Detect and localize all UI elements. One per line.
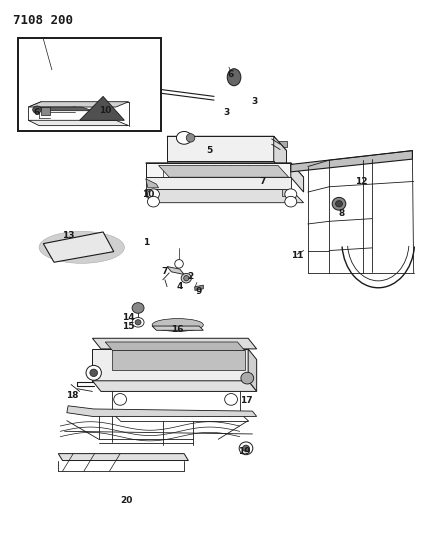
- Bar: [167, 342, 175, 370]
- Polygon shape: [67, 406, 257, 416]
- Ellipse shape: [175, 260, 183, 268]
- Ellipse shape: [152, 319, 203, 332]
- Polygon shape: [146, 189, 303, 203]
- Ellipse shape: [114, 393, 127, 405]
- Ellipse shape: [285, 189, 297, 199]
- Text: 20: 20: [120, 496, 133, 505]
- Ellipse shape: [332, 197, 346, 210]
- Ellipse shape: [227, 69, 241, 86]
- Text: 10: 10: [99, 106, 111, 115]
- Text: 7108 200: 7108 200: [14, 14, 74, 27]
- Polygon shape: [195, 285, 203, 290]
- Polygon shape: [146, 163, 303, 177]
- Text: 5: 5: [207, 146, 213, 155]
- Ellipse shape: [132, 303, 144, 313]
- Ellipse shape: [132, 318, 144, 327]
- Polygon shape: [158, 165, 288, 177]
- Polygon shape: [248, 349, 257, 391]
- Text: 3: 3: [251, 97, 258, 106]
- Polygon shape: [41, 107, 50, 115]
- Polygon shape: [58, 454, 188, 461]
- Polygon shape: [105, 342, 245, 351]
- Text: 10: 10: [142, 190, 154, 199]
- Text: 3: 3: [224, 108, 230, 117]
- Ellipse shape: [241, 372, 254, 384]
- Text: 6: 6: [228, 70, 234, 78]
- Polygon shape: [92, 338, 257, 349]
- Ellipse shape: [184, 276, 189, 281]
- Text: 18: 18: [66, 391, 79, 400]
- Text: 1: 1: [143, 238, 149, 247]
- Ellipse shape: [86, 366, 101, 380]
- Polygon shape: [167, 136, 274, 161]
- Ellipse shape: [33, 106, 41, 114]
- Ellipse shape: [239, 442, 253, 455]
- Polygon shape: [80, 96, 125, 120]
- Text: 17: 17: [240, 396, 253, 405]
- Ellipse shape: [336, 200, 342, 207]
- Polygon shape: [39, 107, 92, 111]
- Polygon shape: [28, 120, 129, 126]
- Text: 19: 19: [238, 447, 250, 456]
- Text: 7: 7: [162, 268, 168, 276]
- Text: 14: 14: [122, 312, 135, 321]
- Ellipse shape: [148, 196, 159, 207]
- Polygon shape: [43, 232, 114, 262]
- Polygon shape: [291, 163, 303, 192]
- Ellipse shape: [181, 273, 191, 283]
- Text: 8: 8: [339, 209, 345, 218]
- Ellipse shape: [285, 196, 297, 207]
- Ellipse shape: [39, 231, 125, 263]
- Bar: [18, 38, 160, 131]
- Text: 4: 4: [177, 282, 183, 291]
- Text: 16: 16: [172, 325, 184, 334]
- Polygon shape: [28, 102, 129, 107]
- Text: 12: 12: [355, 177, 367, 186]
- Polygon shape: [291, 151, 412, 172]
- Bar: [278, 141, 286, 148]
- Polygon shape: [146, 163, 291, 177]
- Polygon shape: [146, 189, 152, 201]
- Ellipse shape: [148, 189, 159, 199]
- Ellipse shape: [135, 320, 141, 325]
- Text: 7: 7: [260, 177, 266, 186]
- Polygon shape: [167, 266, 184, 274]
- Text: 11: 11: [291, 252, 303, 260]
- Text: 15: 15: [122, 321, 135, 330]
- Polygon shape: [146, 177, 291, 189]
- Text: 2: 2: [187, 272, 193, 280]
- Polygon shape: [113, 351, 245, 370]
- Ellipse shape: [186, 134, 195, 142]
- Polygon shape: [152, 326, 203, 330]
- Polygon shape: [92, 349, 248, 381]
- Polygon shape: [146, 179, 158, 188]
- Polygon shape: [274, 136, 286, 175]
- Polygon shape: [92, 381, 257, 391]
- Ellipse shape: [90, 369, 98, 376]
- Ellipse shape: [176, 132, 192, 144]
- Polygon shape: [282, 189, 291, 196]
- Text: 6: 6: [34, 108, 40, 117]
- Ellipse shape: [225, 393, 238, 405]
- Ellipse shape: [243, 445, 250, 451]
- Text: 13: 13: [62, 231, 74, 240]
- Polygon shape: [167, 136, 286, 151]
- Text: 9: 9: [196, 287, 202, 296]
